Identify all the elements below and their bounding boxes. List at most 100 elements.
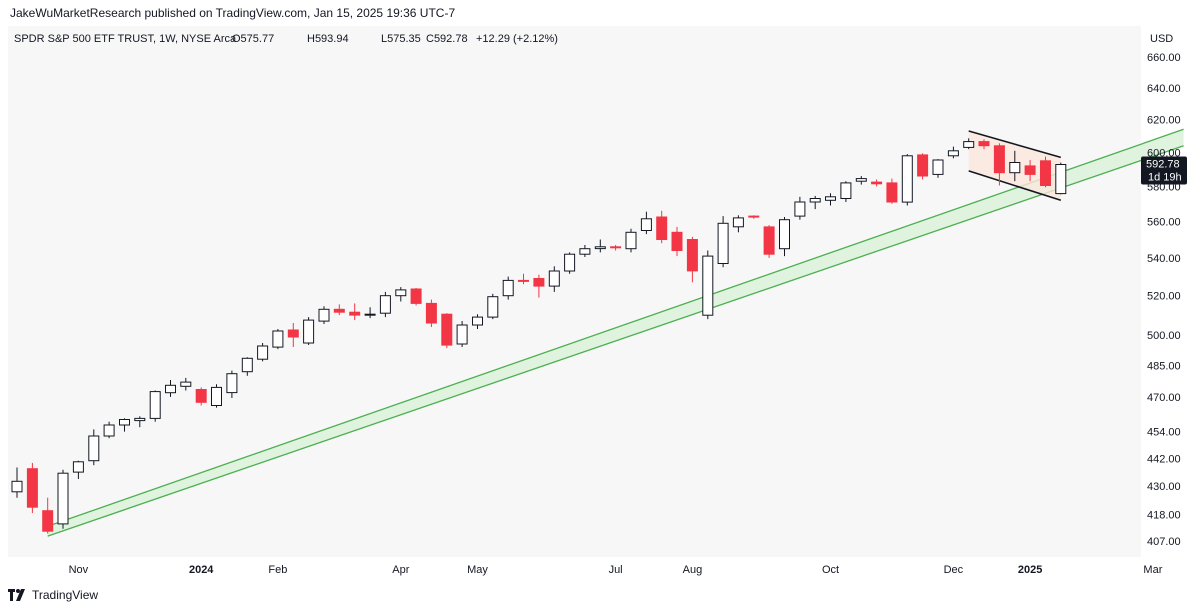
candle	[564, 252, 576, 274]
candle	[871, 179, 883, 187]
candle	[195, 387, 207, 406]
candle-body	[1040, 160, 1051, 187]
footer-brand-name: TradingView	[32, 588, 99, 602]
candle-body	[472, 316, 483, 326]
time-tick-label: Nov	[69, 564, 89, 576]
candle	[901, 154, 913, 206]
candle	[287, 323, 299, 347]
time-tick-label: 2024	[189, 564, 214, 576]
candle	[303, 317, 315, 345]
candle	[610, 245, 622, 251]
candle-body	[349, 311, 361, 316]
candle	[533, 274, 545, 298]
price-tick-label: 418.00	[1147, 509, 1181, 521]
candle-body	[134, 417, 146, 422]
channel-lower-line[interactable]	[47, 145, 1184, 537]
candle-body	[211, 386, 222, 406]
price-axis[interactable]: 407.00 418.00 430.00 442.00 454.00 470.00 485.…	[1147, 52, 1181, 548]
candle-body	[1009, 162, 1021, 174]
candle	[379, 291, 391, 318]
footer-brand: TradingView	[8, 588, 98, 602]
time-tick-label: Apr	[392, 564, 409, 576]
symbol-title: SPDR S&P 500 ETF TRUST, 1W, NYSE Arca	[14, 33, 237, 45]
candle	[26, 462, 38, 514]
candle-body	[779, 219, 790, 250]
candle	[886, 178, 898, 204]
price-tick-label: 540.00	[1147, 253, 1181, 265]
candle-body	[149, 391, 161, 419]
candle	[134, 416, 146, 428]
plot-background	[8, 26, 1141, 557]
time-tick-label: Feb	[268, 564, 287, 576]
candle	[763, 225, 775, 258]
candle	[671, 226, 683, 257]
candle	[579, 245, 591, 257]
price-tick-label: 660.00	[1147, 52, 1181, 64]
time-tick-label: Aug	[683, 564, 703, 576]
candle	[333, 304, 345, 316]
candle	[947, 146, 959, 159]
candle-body	[395, 289, 407, 297]
candle	[502, 276, 514, 300]
candle-body	[518, 279, 529, 282]
channel-upper-line[interactable]	[47, 128, 1184, 527]
flag-lower-line[interactable]	[968, 170, 1062, 202]
candle	[364, 307, 376, 319]
currency-label: USD	[1150, 33, 1173, 45]
candle	[748, 215, 760, 219]
candle-body	[333, 308, 345, 313]
candle	[211, 384, 222, 408]
candle-body	[794, 201, 806, 217]
symbol-legend: SPDR S&P 500 ETF TRUST, 1W, NYSE Arca O5…	[14, 33, 558, 45]
last-price-value: 592.78	[1146, 159, 1180, 171]
candle	[993, 143, 1005, 186]
candle	[702, 250, 714, 320]
time-axis[interactable]: Nov 2024 Feb Apr May Jul Aug Oct Dec 2025 Mar	[69, 564, 1163, 576]
flag-upper-line[interactable]	[968, 130, 1062, 159]
candle-body	[564, 253, 576, 272]
candle	[686, 236, 698, 283]
candle-body	[917, 154, 929, 177]
candle-body	[763, 226, 775, 255]
candle	[825, 193, 836, 206]
candle	[640, 211, 652, 235]
candle	[1009, 150, 1021, 182]
candle	[1040, 156, 1051, 188]
time-tick-label: May	[467, 564, 488, 576]
candle-body	[840, 182, 852, 199]
candle	[779, 217, 790, 257]
candle-body	[502, 279, 514, 297]
candle	[548, 266, 560, 292]
candle	[932, 159, 944, 178]
candle-body	[855, 178, 867, 182]
last-price-box	[1141, 156, 1187, 185]
candle	[410, 288, 422, 306]
candle-body	[379, 295, 391, 314]
candle-body	[717, 222, 729, 265]
candle	[441, 313, 453, 349]
candle	[11, 467, 23, 498]
price-tick-label: 430.00	[1147, 481, 1181, 493]
candle	[119, 418, 130, 432]
price-tick-label: 600.00	[1147, 147, 1181, 159]
tradingview-logo-icon	[8, 589, 25, 601]
candle	[72, 460, 84, 479]
candle	[809, 195, 821, 210]
candle-body	[825, 196, 836, 201]
candle-body	[732, 217, 744, 228]
time-tick-label: Mar	[1143, 564, 1162, 576]
candle	[794, 196, 806, 220]
close-value: C592.78	[426, 33, 468, 45]
candle-body	[57, 472, 69, 525]
candle-body	[533, 278, 545, 287]
candle-body	[11, 480, 23, 493]
candle-body	[932, 159, 944, 175]
candle-body	[656, 216, 668, 240]
candle-body	[42, 510, 54, 532]
candle-body	[901, 155, 913, 203]
last-price-countdown: 1d 19h	[1148, 172, 1182, 184]
price-tick-label: 442.00	[1147, 453, 1181, 465]
candle-body	[625, 231, 637, 250]
candle	[257, 343, 269, 362]
